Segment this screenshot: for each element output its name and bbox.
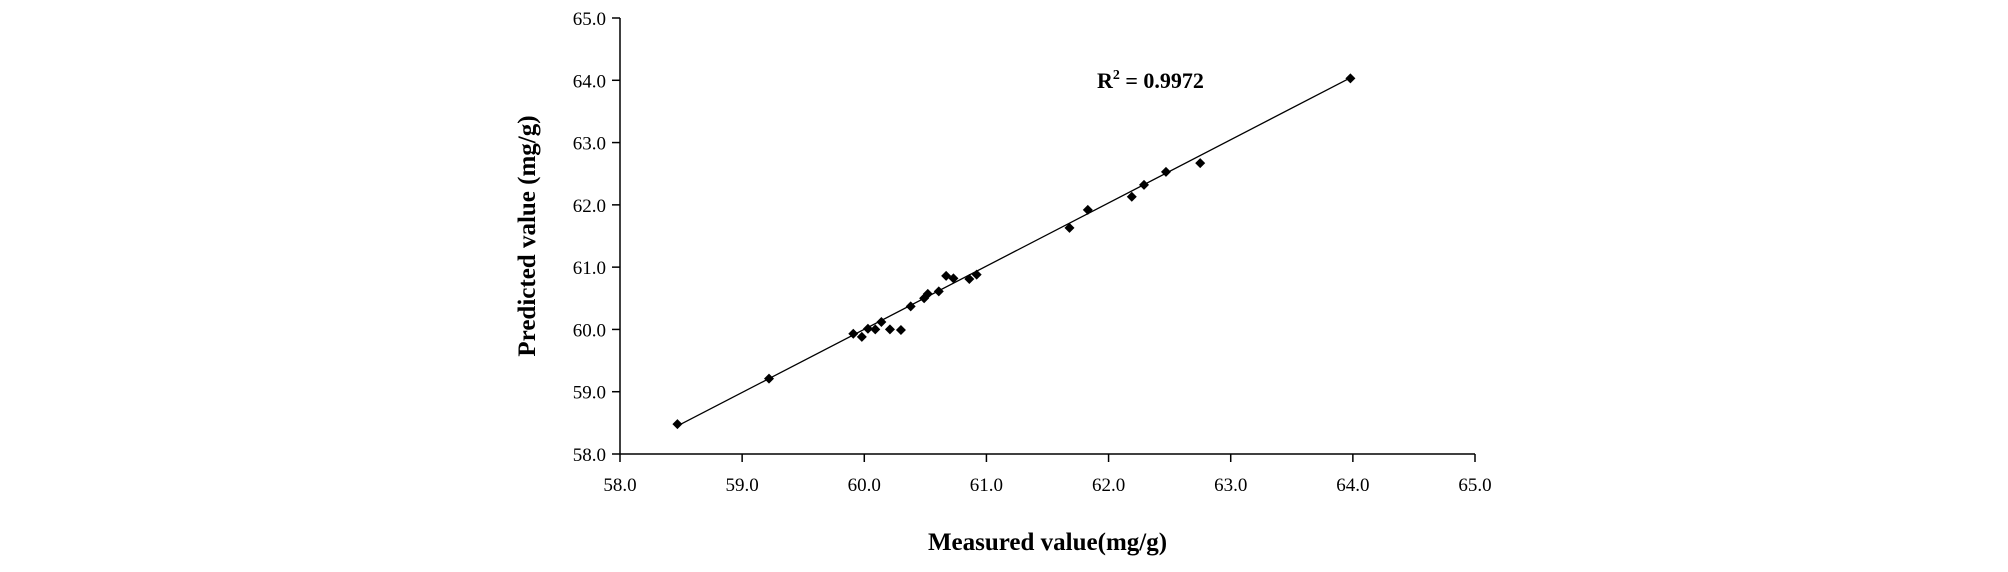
- x-tick-label: 64.0: [1336, 475, 1369, 496]
- data-points: [672, 73, 1356, 430]
- trendline-group: [677, 77, 1351, 427]
- x-tick-label: 60.0: [848, 475, 881, 496]
- x-axis: 58.0 59.0 60.0 61.0 62.0 63.0 64.0 65.0: [603, 453, 1492, 496]
- data-point: [884, 324, 895, 335]
- r-squared-value: = 0.9972: [1120, 68, 1204, 93]
- data-point: [870, 324, 881, 335]
- data-point: [1160, 166, 1171, 177]
- x-tick-label: 62.0: [1092, 475, 1125, 496]
- data-point: [964, 273, 975, 284]
- y-tick-label: 61.0: [573, 258, 606, 279]
- x-tick-label: 65.0: [1458, 475, 1491, 496]
- data-point: [672, 419, 683, 430]
- y-tick-label: 63.0: [573, 134, 606, 155]
- y-tick-label: 60.0: [573, 320, 606, 341]
- y-axis-title: Predicted value (mg/g): [514, 115, 541, 356]
- data-point: [848, 328, 859, 339]
- data-point: [971, 269, 982, 280]
- x-tick-label: 61.0: [970, 475, 1003, 496]
- r-squared-annotation: R2 = 0.9972: [1097, 68, 1204, 93]
- data-point: [895, 325, 906, 336]
- data-point: [905, 301, 916, 312]
- data-point: [764, 373, 775, 384]
- y-tick-label: 58.0: [573, 445, 606, 466]
- y-tick-label: 59.0: [573, 383, 606, 404]
- r-squared-superscript: 2: [1113, 68, 1120, 83]
- y-tick-label: 62.0: [573, 196, 606, 217]
- data-point: [1126, 191, 1137, 202]
- r-squared-base: R: [1097, 68, 1114, 93]
- data-point: [1082, 204, 1093, 215]
- data-point: [862, 323, 873, 334]
- data-point: [948, 273, 959, 284]
- data-point: [1195, 158, 1206, 169]
- data-point: [1064, 222, 1075, 233]
- y-tick-label: 65.0: [573, 9, 606, 30]
- trendline: [677, 77, 1351, 427]
- x-tick-label: 59.0: [726, 475, 759, 496]
- data-point: [933, 286, 944, 297]
- data-point: [1345, 73, 1356, 84]
- data-point: [1138, 179, 1149, 190]
- x-axis-title: Measured value(mg/g): [928, 529, 1167, 556]
- x-tick-label: 58.0: [603, 475, 636, 496]
- x-tick-label: 63.0: [1214, 475, 1247, 496]
- y-axis: 58.0 59.0 60.0 61.0 62.0 63.0 64.0 65.0: [573, 9, 621, 466]
- data-point: [856, 331, 867, 342]
- y-tick-label: 64.0: [573, 71, 606, 92]
- data-point: [922, 288, 933, 299]
- data-point: [876, 316, 887, 327]
